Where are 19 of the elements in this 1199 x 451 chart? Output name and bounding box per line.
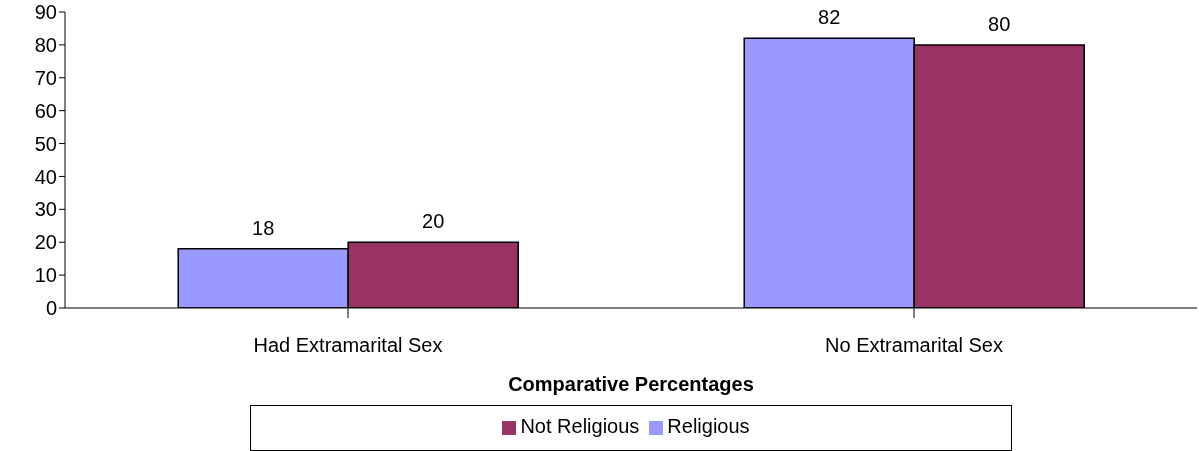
data-label: 20 [422,210,445,233]
y-tick-label: 0 [45,297,57,320]
y-tick-label: 50 [34,132,57,155]
y-tick-label: 90 [34,1,57,24]
x-axis-title: Comparative Percentages [508,373,754,395]
data-label: 80 [988,12,1011,35]
x-tick-label: Had Extramarital Sex [253,334,443,357]
y-tick-label: 80 [34,33,57,56]
y-tick-label: 70 [34,66,57,89]
data-label: 18 [252,216,275,239]
x-tick-label: No Extramarital Sex [825,334,1003,357]
legend-label: Not Religious [520,415,640,437]
y-tick-label: 30 [34,198,57,221]
data-label: 82 [818,6,841,29]
y-tick-label: 10 [34,264,57,287]
y-tick-label: 20 [34,231,57,254]
legend-label: Religious [667,415,750,437]
y-tick-label: 40 [34,165,57,188]
y-tick-label: 60 [34,99,57,122]
